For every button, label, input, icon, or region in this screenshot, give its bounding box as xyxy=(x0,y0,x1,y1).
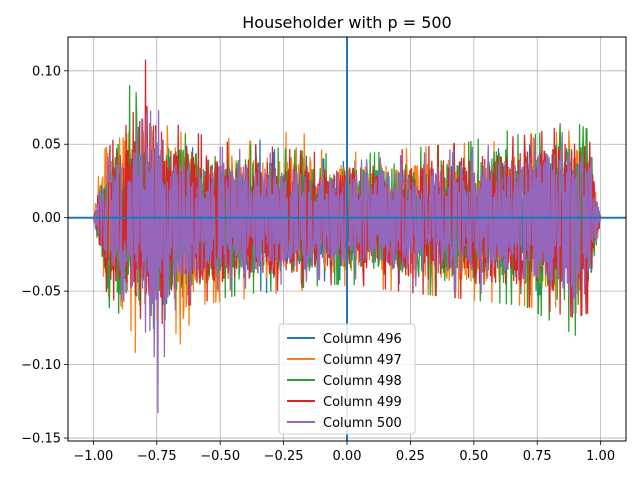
x-axis: −1.00 −0.75 −0.50 −0.25 0.00 0.25 0.50 0.75 1.00 xyxy=(73,441,615,464)
x-tick-label: −0.50 xyxy=(200,449,240,464)
y-tick-label: −0.15 xyxy=(21,432,61,447)
x-tick-label: 0.75 xyxy=(523,449,552,464)
y-axis: −0.15 −0.10 −0.05 0.00 0.05 0.10 xyxy=(21,64,68,447)
y-tick-label: 0.00 xyxy=(32,211,61,226)
legend-label: Column 499 xyxy=(323,395,402,410)
legend-label: Column 498 xyxy=(323,374,402,389)
x-tick-label: 0.25 xyxy=(396,449,425,464)
y-tick-label: −0.10 xyxy=(21,358,61,373)
legend-label: Column 496 xyxy=(323,332,402,347)
x-tick-label: −0.75 xyxy=(137,449,177,464)
y-tick-label: 0.10 xyxy=(32,64,61,79)
legend: Column 496 Column 497 Column 498 Column 499… xyxy=(278,323,416,435)
y-tick-label: 0.05 xyxy=(32,138,61,153)
chart-title: Householder with p = 500 xyxy=(242,13,451,32)
x-tick-label: 1.00 xyxy=(586,449,615,464)
x-tick-label: −1.00 xyxy=(73,449,113,464)
legend-box xyxy=(278,323,416,435)
legend-label: Column 497 xyxy=(323,353,402,368)
legend-label: Column 500 xyxy=(323,416,402,431)
x-tick-label: 0.50 xyxy=(459,449,488,464)
x-tick-label: 0.00 xyxy=(333,449,362,464)
y-tick-label: −0.05 xyxy=(21,285,61,300)
x-tick-label: −0.25 xyxy=(264,449,304,464)
